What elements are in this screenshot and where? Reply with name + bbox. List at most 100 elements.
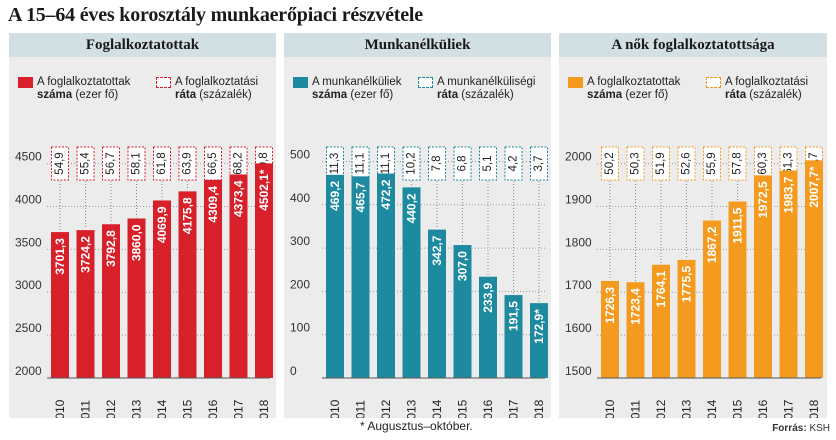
rate-label: 7,8	[431, 156, 443, 172]
rate-label: 11,1	[355, 153, 367, 175]
legend-count-bold: száma	[312, 89, 348, 101]
bar	[229, 174, 248, 378]
legend-count-unit: (ezer fő)	[347, 89, 394, 101]
bar	[402, 187, 421, 378]
rate-label: 6,8	[457, 156, 469, 172]
panel-title: Foglalkoztatottak	[9, 33, 276, 57]
rate-box	[754, 146, 772, 181]
panel-employed: Foglalkoztatottak A foglalkoztatottak szá…	[9, 33, 276, 418]
rate-box	[677, 146, 696, 181]
x-tick-label: 2010	[603, 399, 617, 418]
y-tick-label: 3500	[15, 235, 42, 249]
rate-label: 61,3	[783, 152, 795, 174]
x-tick-label: 2015	[456, 399, 470, 418]
bar	[754, 175, 772, 378]
bar-value-label: 233,9	[481, 282, 495, 312]
x-tick-label: 2016	[206, 399, 220, 418]
bar-value-label: 1983,7	[782, 176, 796, 213]
rate-label: 54,9	[54, 152, 66, 174]
rate-label: 61,8	[156, 152, 168, 174]
legend-rate-unit: (százalék)	[746, 89, 802, 101]
rate-box	[428, 146, 446, 181]
bar-value-label: 3792,8	[104, 230, 118, 267]
bar	[703, 220, 721, 378]
x-tick-label: 2017	[232, 399, 246, 418]
bar	[204, 179, 222, 378]
bar	[51, 232, 69, 378]
bar-value-label: 469,2	[328, 181, 342, 211]
legend-count-unit: (ezer fő)	[622, 89, 669, 101]
x-tick-label: 2012	[379, 399, 393, 418]
rate-box	[127, 146, 146, 181]
x-tick-label: 2018	[257, 399, 271, 418]
legend-count-line1: A foglalkoztatottak	[37, 76, 131, 88]
bar-value-label: 342,7	[430, 235, 444, 265]
rate-label: 10,2	[406, 152, 418, 174]
legend-count-bold: száma	[37, 89, 73, 101]
bar-value-label: 472,2	[379, 179, 393, 209]
bar-value-label: 3701,3	[53, 238, 67, 275]
rate-box	[76, 146, 95, 181]
source-label: Forrás:	[772, 423, 807, 434]
x-tick-label: 2013	[405, 399, 419, 418]
legend-count-bold: száma	[587, 89, 623, 101]
y-tick-label: 200	[290, 277, 310, 291]
legend-count-line1: A munkanélküliek	[312, 76, 402, 88]
y-tick-label: 1500	[565, 364, 592, 378]
chart-svg: 2000 2500 3000 3500 4000 4500 54,9 3701,3 2010 55…	[15, 146, 273, 418]
chart-svg: 0 100 200 300 400 500 11,3 469,2 2010 11,1 465,7 20…	[290, 146, 548, 418]
rate-label: 50,2	[604, 152, 616, 174]
rate-label: 57,8	[732, 152, 744, 174]
x-tick-label: 2012	[104, 399, 118, 418]
rate-label: 56,7	[105, 152, 117, 174]
y-tick-label: 500	[290, 147, 310, 161]
rate-box	[377, 146, 395, 181]
x-tick-label: 2016	[756, 399, 770, 418]
rate-label: 11,3	[329, 153, 341, 175]
bar-value-label: 191,5	[507, 301, 521, 331]
y-tick-label: 300	[290, 234, 310, 248]
panel-title: Munkanélküliek	[284, 33, 551, 57]
rate-box	[178, 146, 197, 181]
bar-value-label: 1723,4	[629, 288, 643, 325]
bar	[530, 303, 548, 378]
x-tick-label: 2017	[782, 399, 796, 418]
y-tick-label: 0	[290, 364, 297, 378]
y-tick-label: 1700	[565, 278, 592, 292]
x-tick-label: 2018	[807, 399, 821, 418]
chart-svg: 1500 1600 1700 1800 1900 2000 50,2 1726,3 2010 50…	[565, 146, 823, 418]
rate-box	[102, 146, 120, 181]
bar-value-label: 1726,3	[603, 287, 617, 324]
bar	[805, 160, 823, 378]
bar-value-label: 440,2	[405, 193, 419, 223]
rate-box	[504, 146, 523, 181]
bar	[351, 176, 370, 378]
y-tick-label: 1900	[565, 192, 592, 206]
y-tick-label: 1600	[565, 321, 592, 335]
bar	[178, 191, 197, 378]
bar-value-label: 1972,5	[756, 181, 770, 218]
legend-swatch-rate	[706, 77, 721, 88]
bar-value-label: 465,7	[354, 182, 368, 212]
bar-value-label: 307,0	[456, 251, 470, 281]
legend-swatch-rate	[418, 77, 433, 88]
bar-value-label: 2007,7*	[807, 166, 821, 208]
legend-rate-line1: A foglalkoztatási	[725, 76, 809, 88]
bar-value-label: 4502,1*	[257, 169, 271, 211]
x-tick-label: 2013	[130, 399, 144, 418]
rate-label: 11,1	[380, 153, 392, 175]
rate-box	[453, 146, 472, 181]
bar	[127, 218, 146, 378]
bar	[153, 200, 171, 378]
x-tick-label: 2014	[430, 399, 444, 418]
x-tick-label: 2016	[481, 399, 495, 418]
bar-value-label: 4309,4	[206, 186, 220, 223]
rate-label: 66,5	[207, 152, 219, 174]
rate-label: 55,9	[706, 152, 718, 174]
panel-unemployed: Munkanélküliek A munkanélküliek száma (ez…	[284, 33, 551, 418]
rate-label: 4,2	[508, 156, 520, 172]
source-value: KSH	[809, 423, 830, 434]
rate-box	[601, 146, 619, 181]
panel-women-employment: A nők foglalkoztatottsága A foglalkoztat…	[559, 33, 827, 418]
bar-value-label: 1764,1	[654, 270, 668, 307]
